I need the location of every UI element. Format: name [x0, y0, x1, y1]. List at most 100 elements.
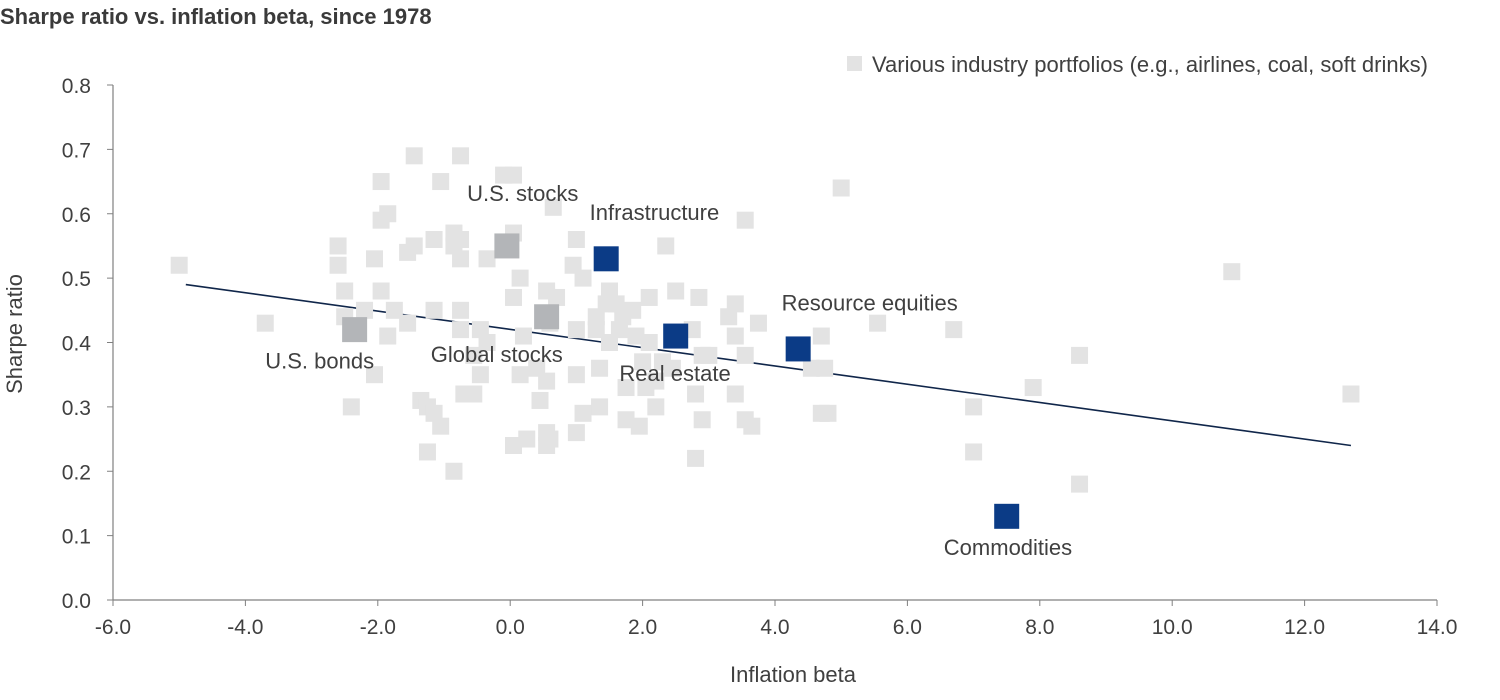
industry-portfolio-point	[405, 237, 423, 255]
industry-portfolio-point	[452, 301, 470, 319]
y-tick-label: 0.5	[62, 268, 91, 291]
industry-portfolio-point	[379, 205, 397, 223]
industry-portfolio-point	[518, 430, 536, 448]
chart-title: Sharpe ratio vs. inflation beta, since 1…	[0, 4, 432, 29]
industry-portfolio-point	[452, 321, 470, 339]
industry-portfolio-point	[544, 198, 562, 216]
industry-portfolio-point	[726, 295, 744, 313]
industry-portfolio-point	[365, 250, 383, 268]
industry-portfolio-point	[531, 391, 549, 409]
industry-portfolio-point	[567, 321, 585, 339]
industry-portfolio-point	[965, 443, 983, 461]
industry-portfolio-point	[452, 147, 470, 165]
annotation-u-s-stocks: U.S. stocks	[467, 181, 578, 206]
global-stocks-point	[534, 304, 560, 330]
industry-portfolio-point	[587, 321, 605, 339]
industry-portfolio-point	[726, 327, 744, 345]
industry-portfolio-point	[465, 385, 483, 403]
resource-equities-point	[785, 336, 811, 362]
u-s-bonds-point	[342, 317, 368, 343]
x-tick-label: 4.0	[760, 616, 789, 639]
industry-portfolio-point	[591, 359, 609, 377]
industry-portfolio-point	[365, 366, 383, 384]
industry-portfolio-point	[687, 449, 705, 467]
industry-portfolio-point	[505, 288, 523, 306]
industry-portfolio-point	[505, 437, 523, 454]
annotation-resource-equities: Resource equities	[782, 290, 958, 315]
industry-portfolio-point	[478, 334, 496, 351]
industry-portfolio-point	[425, 301, 443, 319]
x-tick-label: 0.0	[496, 616, 525, 639]
industry-portfolio-point	[329, 237, 347, 255]
industry-portfolio-point	[965, 398, 983, 416]
industry-portfolio-point	[647, 398, 665, 416]
industry-portfolio-point	[667, 282, 685, 300]
y-tick-label: 0.7	[62, 139, 91, 162]
u-s-stocks-point	[494, 233, 520, 259]
industry-portfolio-point	[379, 327, 397, 345]
industry-portfolio-point	[634, 353, 652, 371]
y-tick-label: 0.3	[62, 397, 91, 420]
annotation-global-stocks: Global stocks	[431, 342, 563, 367]
annotation-infrastructure: Infrastructure	[590, 200, 720, 225]
industry-portfolio-point	[170, 256, 188, 274]
industry-portfolio-point	[1342, 385, 1360, 403]
trendline	[185, 283, 1352, 447]
industry-portfolio-point	[574, 404, 592, 422]
data-points	[170, 147, 1360, 529]
x-tick-label: 10.0	[1152, 616, 1193, 639]
annotation-u-s-bonds: U.S. bonds	[265, 348, 374, 373]
industry-portfolio-point	[663, 359, 681, 377]
axes: -6.0 -4.0 -2.0 0.0 2.0 4.0 6.0 8.0 10.0 12.0 14.0 0…	[62, 75, 1458, 639]
industry-portfolio-point	[617, 379, 635, 397]
real-estate-point	[663, 323, 689, 349]
industry-portfolio-point	[693, 411, 711, 429]
industry-portfolio-point	[336, 282, 354, 300]
industry-portfolio-point	[329, 256, 347, 274]
annotation-commodities: Commodities	[944, 535, 1072, 560]
industry-portfolio-point	[538, 372, 556, 390]
annotation-real-estate: Real estate	[619, 361, 730, 386]
industry-portfolio-point	[601, 334, 618, 351]
x-tick-label: 8.0	[1025, 616, 1054, 639]
industry-portfolio-point	[574, 269, 592, 287]
industry-portfolio-point	[1024, 379, 1042, 397]
industry-portfolio-point	[564, 256, 582, 274]
y-tick-label: 0.6	[62, 204, 91, 227]
industry-portfolio-point	[432, 173, 450, 191]
x-tick-label: -2.0	[360, 616, 396, 639]
industry-portfolio-point	[726, 385, 744, 403]
annotations: U.S. stocks Global stocks U.S. bonds Infras…	[265, 181, 1072, 560]
industry-portfolio-point	[511, 366, 529, 384]
x-tick-label: -6.0	[95, 616, 131, 639]
industry-portfolio-point	[630, 417, 648, 435]
industry-portfolio-point	[819, 404, 837, 422]
industry-portfolio-point	[700, 346, 718, 364]
x-tick-label: 2.0	[628, 616, 657, 639]
industry-portfolio-point	[687, 385, 705, 403]
commodities-point	[994, 503, 1020, 529]
y-tick-label: 0.2	[62, 461, 91, 484]
x-tick-label: 12.0	[1284, 616, 1325, 639]
industry-portfolio-point	[869, 314, 887, 332]
industry-portfolio-point	[478, 250, 496, 268]
industry-portfolio-point	[736, 211, 754, 229]
industry-portfolio-point	[749, 314, 767, 332]
industry-portfolio-point	[601, 282, 618, 300]
y-tick-label: 0.0	[62, 590, 91, 613]
industry-portfolio-point	[802, 359, 820, 377]
industry-portfolio-point	[471, 321, 489, 339]
industry-portfolio-point	[418, 443, 436, 461]
industry-portfolio-point	[647, 372, 665, 390]
industry-portfolio-point	[452, 231, 470, 248]
industry-portfolio-point	[743, 417, 761, 435]
industry-portfolio-point	[832, 179, 850, 197]
industry-portfolio-point	[812, 327, 830, 345]
industry-portfolio-point	[445, 462, 463, 480]
industry-portfolio-point	[514, 327, 532, 345]
industry-portfolio-point	[640, 334, 658, 351]
y-tick-label: 0.8	[62, 75, 91, 98]
industry-portfolio-point	[627, 327, 645, 345]
industry-portfolio-point	[1223, 263, 1241, 281]
